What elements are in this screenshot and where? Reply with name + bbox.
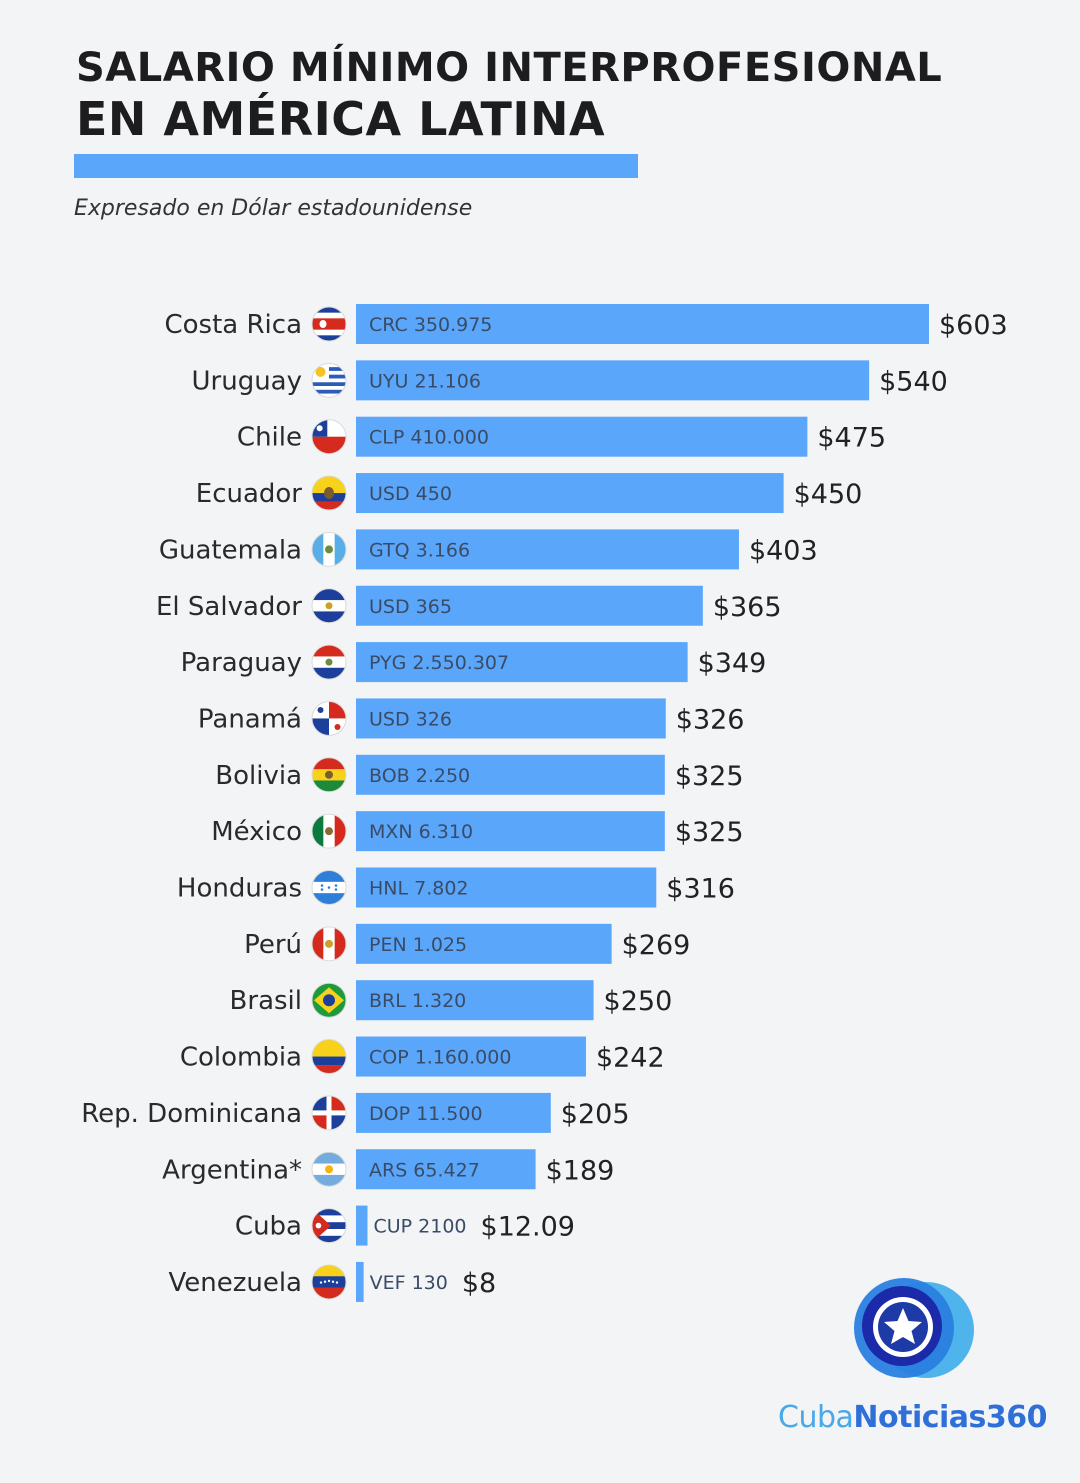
title-accent-bar (74, 154, 638, 178)
usd-value-label: $540 (879, 366, 948, 397)
usd-value-label: $603 (939, 310, 1008, 341)
bar (356, 360, 870, 401)
brand-name-part2: Noticias360 (853, 1400, 1048, 1435)
bar (356, 980, 594, 1021)
local-currency-label: HNL 7.802 (369, 878, 469, 900)
country-label: Bolivia (215, 761, 302, 791)
local-currency-label: BOB 2.250 (369, 765, 470, 787)
brand-name: CubaNoticias360 (778, 1400, 1048, 1435)
brazil-flag-icon (312, 983, 346, 1018)
chart-title-line1: SALARIO MÍNIMO INTERPROFESIONAL (76, 45, 943, 91)
bar (356, 923, 612, 964)
argentina-flag-icon (312, 1152, 346, 1187)
bar (356, 585, 703, 626)
country-label: Panamá (198, 704, 302, 734)
local-currency-label: ARS 65.427 (369, 1159, 480, 1181)
usd-value-label: $12.09 (481, 1212, 575, 1243)
local-currency-label: MXN 6.310 (369, 821, 473, 843)
bolivia-flag-icon (312, 757, 346, 792)
bar (356, 473, 784, 514)
costa-rica-flag-icon (312, 307, 346, 341)
guatemala-flag-icon (312, 532, 346, 567)
country-label: Costa Rica (164, 310, 302, 340)
chile-flag-icon (312, 419, 346, 454)
country-label: Guatemala (159, 535, 302, 565)
bar (356, 1261, 364, 1302)
local-currency-label: USD 365 (369, 596, 452, 618)
cuba-flag-icon (312, 1208, 346, 1243)
usd-value-label: $242 (596, 1043, 665, 1074)
local-currency-label: CRC 350.975 (369, 314, 492, 336)
chart-title: SALARIO MÍNIMO INTERPROFESIONAL EN AMÉRI… (76, 44, 942, 146)
country-label: Argentina* (162, 1155, 302, 1185)
local-currency-label: DOP 11.500 (369, 1103, 483, 1125)
local-currency-label: VEF 130 (370, 1272, 448, 1294)
bar (356, 811, 665, 852)
el-salvador-flag-icon (312, 588, 346, 623)
usd-value-label: $475 (817, 423, 886, 454)
bar (356, 698, 666, 739)
country-label: México (211, 817, 302, 847)
country-label: Uruguay (192, 366, 303, 396)
bar (356, 1036, 586, 1077)
country-label: Colombia (180, 1043, 302, 1073)
country-label: Brasil (230, 986, 302, 1016)
usd-value-label: $205 (561, 1099, 630, 1130)
peru-flag-icon (312, 926, 346, 961)
bar-chart: Costa Rica CRC 350.975 $603 Uruguay UYU 21.1… (81, 304, 1008, 1302)
usd-value-label: $325 (675, 817, 744, 848)
country-label: El Salvador (156, 592, 302, 622)
local-currency-label: USD 450 (369, 483, 452, 505)
usd-value-label: $349 (698, 648, 767, 679)
country-label: Venezuela (168, 1268, 302, 1298)
bar (356, 867, 657, 908)
usd-value-label: $189 (546, 1155, 615, 1186)
honduras-flag-icon (312, 870, 346, 905)
usd-value-label: $403 (749, 535, 818, 566)
local-currency-label: USD 326 (369, 708, 452, 730)
usd-value-label: $326 (676, 704, 745, 735)
bar (356, 1205, 368, 1246)
usd-value-label: $450 (794, 479, 863, 510)
local-currency-label: BRL 1.320 (369, 990, 466, 1012)
paraguay-flag-icon (312, 645, 346, 680)
colombia-flag-icon (312, 1039, 346, 1074)
local-currency-label: PYG 2.550.307 (369, 652, 509, 674)
mexico-flag-icon (312, 814, 346, 849)
usd-value-label: $365 (713, 592, 782, 623)
country-label: Paraguay (181, 648, 302, 678)
local-currency-label: GTQ 3.166 (369, 539, 470, 561)
local-currency-label: UYU 21.106 (369, 370, 481, 392)
bar (356, 529, 739, 570)
bar (356, 304, 929, 344)
bar (356, 754, 665, 795)
usd-value-label: $325 (675, 761, 744, 792)
venezuela-flag-icon (312, 1264, 346, 1299)
bar (356, 642, 688, 683)
brand-name-part1: Cuba (778, 1400, 854, 1435)
country-label: Chile (237, 423, 302, 453)
bar (356, 1149, 536, 1190)
local-currency-label: CLP 410.000 (369, 427, 489, 449)
ecuador-flag-icon (312, 476, 346, 511)
local-currency-label: CUP 2100 (373, 1216, 466, 1238)
usd-value-label: $269 (622, 930, 691, 961)
usd-value-label: $250 (604, 986, 673, 1017)
local-currency-label: COP 1.160.000 (369, 1047, 511, 1069)
chart-title-line2: EN AMÉRICA LATINA (76, 92, 606, 146)
chart-subtitle: Expresado en Dólar estadounidense (74, 196, 473, 221)
country-label: Cuba (235, 1212, 302, 1242)
bar (356, 416, 808, 457)
star-logo-icon (854, 1278, 974, 1378)
country-label: Ecuador (196, 479, 303, 509)
usd-value-label: $316 (666, 874, 735, 905)
country-label: Honduras (177, 874, 302, 904)
usd-value-label: $8 (462, 1268, 496, 1299)
country-label: Rep. Dominicana (81, 1099, 302, 1129)
bar (356, 1092, 551, 1133)
local-currency-label: PEN 1.025 (369, 934, 467, 956)
country-label: Perú (244, 930, 302, 960)
